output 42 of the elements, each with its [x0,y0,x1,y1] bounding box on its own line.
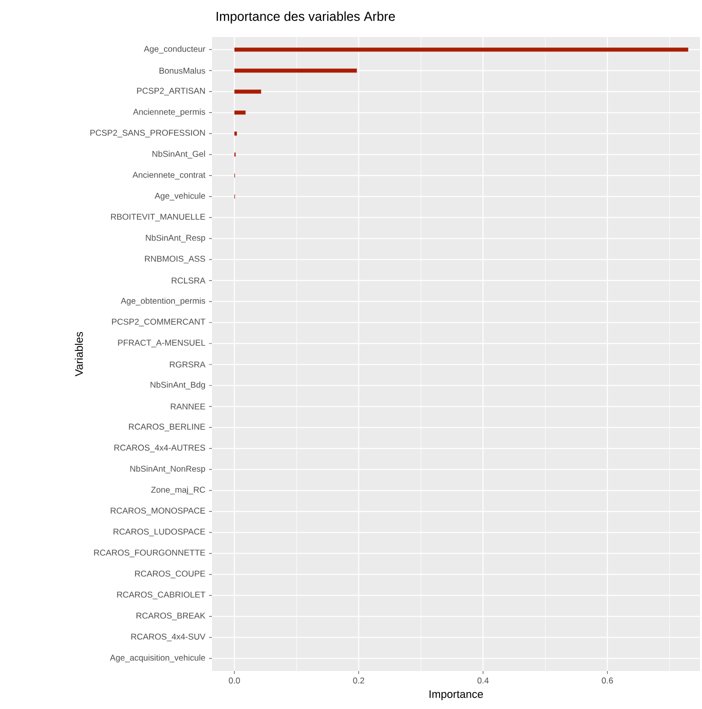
y-tick-label: RCAROS_BREAK [136,612,206,620]
chart-title: Importance des variables Arbre [216,11,395,24]
y-tick-label: PCSP2_COMMERCANT [112,318,206,326]
y-tick-label: RCAROS_LUDOSPACE [114,528,206,536]
bar [234,48,688,52]
y-tick-label: RCAROS_4x4-AUTRES [114,444,206,452]
y-tick-label: NbSinAnt_NonResp [130,466,206,474]
y-tick-label: Zone_maj_RC [151,486,206,494]
y-tick-label: RBOITEVIT_MANUELLE [111,214,206,222]
y-tick-label: RCAROS_MONOSPACE [110,508,206,516]
y-axis-title: Variables [74,332,83,376]
y-tick-label: NbSinAnt_Bdg [150,382,205,390]
bar [234,110,246,115]
y-tick-label: RGRSRA [170,362,206,368]
y-tick-label: PFRACT_A-MENSUEL [118,340,206,348]
y-tick-label: RANNEE [170,404,206,410]
y-tick-label: PCSP2_ARTISAN [137,88,205,96]
y-tick-label: RCLSRA [172,278,206,284]
y-tick-label: RCAROS_COUPE [135,570,206,578]
y-tick-label: NbSinAnt_Gel [152,150,205,158]
y-tick-label: Age_acquisition_vehicule [110,654,206,662]
y-tick-label: RCAROS_BERLINE [128,424,206,432]
x-tick-label: 0.2 [353,678,364,684]
x-axis-title: Importance [430,690,483,700]
x-tick-label: 0.6 [602,678,613,684]
y-tick-label: Age_vehicule [154,192,206,200]
y-tick-label: Anciennete_contrat [132,172,206,180]
y-tick-label: BonusMalus [160,67,206,74]
y-tick-label: RNBMOIS_ASS [144,256,206,264]
y-tick-label: Age_conducteur [144,46,206,54]
y-tick-label: PCSP2_SANS_PROFESSION [90,130,205,138]
y-tick-label: RCAROS_CABRIOLET [117,592,206,600]
x-tick-label: 0.0 [228,678,240,684]
y-tick-label: RCAROS_4x4-SUV [131,634,206,642]
y-tick-label: Age_obtention_permis [120,298,206,306]
bar [234,132,237,136]
bar [234,90,262,94]
bar [234,68,357,73]
x-tick-label: 0.4 [477,678,489,684]
y-tick-label: RCAROS_FOURGONNETTE [94,550,206,558]
y-tick-label: Anciennete_permis [133,108,206,117]
y-tick-label: NbSinAnt_Resp [146,234,206,242]
